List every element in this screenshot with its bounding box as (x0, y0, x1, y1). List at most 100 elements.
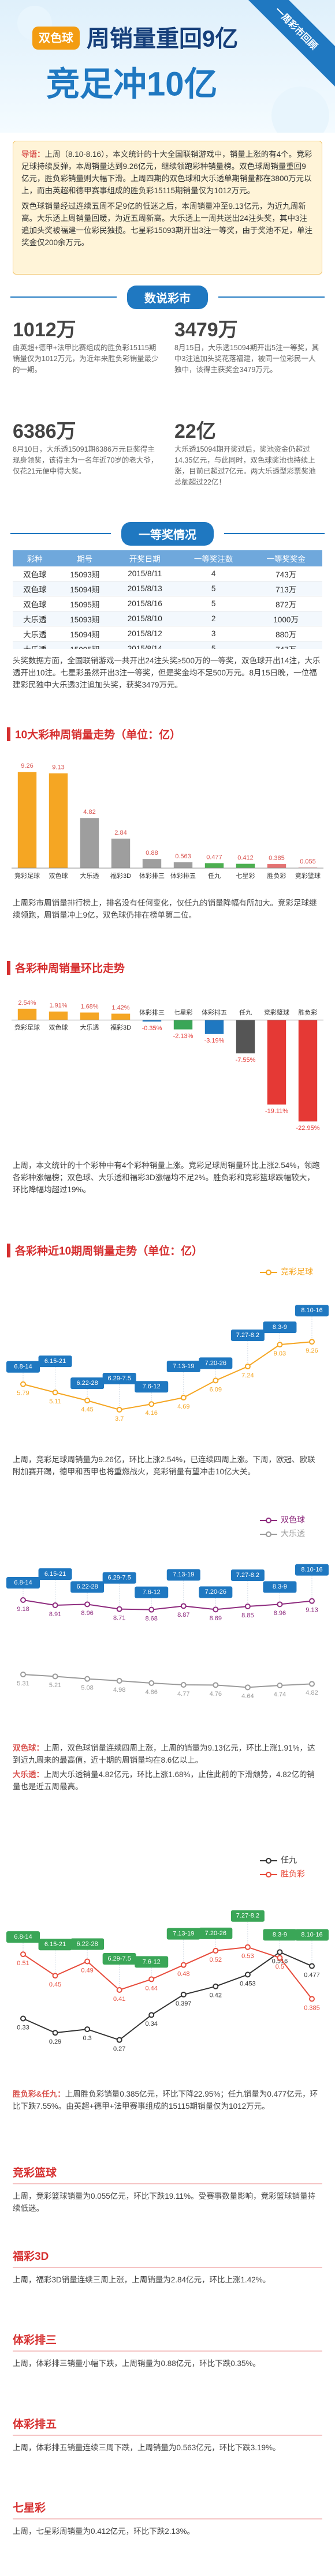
section-title: 竞彩篮球 (13, 2164, 322, 2184)
note: 头奖数据方面，全国联销游戏一共开出24注头奖≥500万的一等奖，双色球开出14注… (13, 656, 321, 689)
chart: 6.8-14 6.15-21 6.22-28 6.29-7.5 7.6-12 7.13-1… (6, 1267, 329, 1422)
category-label: 8.10-16 (301, 1567, 322, 1574)
category-label: 6.22-28 (76, 1583, 98, 1590)
point (309, 1996, 315, 2002)
point (20, 1597, 26, 1603)
table-cell: 15094期 (57, 626, 113, 641)
chart: 2.54% 竞彩足球 1.91% 双色球 1.68% 大乐透 1.42% 福彩3D -0.35%… (12, 1000, 323, 1132)
note-label: 大乐透： (13, 1770, 44, 1779)
point (213, 1947, 219, 1954)
bar (17, 772, 37, 868)
bar (49, 1011, 68, 1020)
category-box (135, 1956, 169, 1968)
category-label: 体彩排五 (170, 872, 196, 880)
value-label: 1.68% (80, 1003, 98, 1010)
line (23, 1341, 312, 1411)
stat: 1012万由英超+德甲+法甲比赛组成的胜负彩15115期销量仅为1012万元，为… (13, 317, 161, 412)
chart: 9.26 竞彩足球 9.13 双色球 4.82 大乐透 2.84 福彩3D 0.88 体彩排三 0.… (12, 763, 323, 880)
table-header-cell: 彩种 (13, 550, 57, 566)
section-title: 体彩排五 (13, 2416, 322, 2436)
bar (80, 1012, 99, 1020)
value-label: 5.31 (17, 1680, 29, 1687)
bar (111, 1013, 131, 1020)
point (84, 1398, 91, 1404)
stat-text: 由英超+德甲+法甲比赛组成的胜负彩15115期销量仅为1012万元，为近年来胜负… (13, 344, 159, 374)
stat: 6386万 8月10日，大乐透15091期6386万元巨奖得主现身领奖，该得主为一… (13, 419, 161, 513)
category-label: 6.8-14 (14, 1364, 32, 1370)
table-cell: 5 (177, 581, 250, 596)
category-label: 6.8-14 (14, 1579, 32, 1586)
stat-number: 1012万 (13, 319, 76, 341)
value-label: 5.21 (49, 1682, 61, 1689)
category-label: 6.15-21 (44, 1358, 66, 1365)
legend-marker (266, 1858, 271, 1864)
legend-label: 双色球 (281, 1515, 305, 1524)
chart-wrap: 9.26 竞彩足球 9.13 双色球 4.82 大乐透 2.84 福彩3D 0.88 体彩排三 0.… (0, 747, 335, 891)
title-line2: 竞足冲10亿 (46, 65, 218, 103)
table-cell: 747万 (250, 641, 322, 649)
table-cell: 大乐透 (13, 626, 57, 641)
value-label: 1.91% (49, 1002, 67, 1009)
category-label: 7.13-19 (173, 1363, 194, 1370)
point (277, 1601, 283, 1608)
table-cell: 双色球 (13, 596, 57, 611)
point (116, 1987, 122, 1993)
value-label: 2.54% (18, 1000, 36, 1007)
section-title: 福彩3D (13, 2248, 322, 2269)
point (213, 1682, 219, 1688)
value-label: 9.13 (306, 1607, 318, 1614)
category-label: 任九 (239, 1009, 252, 1016)
point (20, 1951, 26, 1958)
value-label: 9.18 (17, 1606, 29, 1613)
category-box (263, 1581, 297, 1593)
category-box (199, 1586, 233, 1598)
point (277, 1955, 283, 1961)
table-header-cell: 期号 (57, 550, 113, 566)
point (277, 1683, 283, 1688)
category-label: 7.13-19 (173, 1571, 194, 1578)
header-art: 双色球 周销量重回9亿 竞足冲10亿 一周彩市回顾 (17, 0, 335, 133)
category-label: 7.27-8.2 (236, 1913, 259, 1920)
stats: 1012万由英超+德甲+法甲比赛组成的胜负彩15115期销量仅为1012万元，为… (0, 311, 335, 519)
chart: 6.8-14 6.15-21 6.22-28 6.29-7.5 7.6-12 7.13-1… (6, 1515, 329, 1700)
value-label: 4.82 (306, 1689, 318, 1696)
value-label: 0.42 (210, 1992, 222, 1999)
point (309, 1598, 315, 1604)
category-label: 竞彩篮球 (295, 872, 321, 880)
bar (236, 1020, 255, 1054)
point (180, 1395, 187, 1401)
category-label: 任九 (208, 872, 221, 880)
category-label: 福彩3D (110, 1023, 131, 1031)
category-label: 竞彩足球 (14, 1023, 40, 1031)
legend-label: 大乐透 (281, 1529, 305, 1538)
point (213, 1983, 219, 1989)
bar (173, 1020, 193, 1030)
value-label: 8.68 (146, 1616, 158, 1623)
value-label: 0.53 (241, 1953, 254, 1960)
category-box (135, 1586, 169, 1598)
section: 竞彩篮球 上周，竞彩篮球销量为0.055亿元，环比下跌19.11%。受赛事数量影响… (0, 2157, 335, 2241)
category-box (263, 1929, 297, 1941)
note-label: 胜负彩&任九： (13, 2090, 65, 2098)
value-label: 0.5 (276, 1963, 284, 1970)
table-cell: 3 (177, 626, 250, 641)
category-box (135, 1381, 169, 1393)
value-label: 0.563 (175, 853, 191, 860)
category-label: 大乐透 (80, 872, 99, 880)
legend-marker (266, 1531, 271, 1537)
bottom-sections: 竞彩篮球 上周，竞彩篮球销量为0.055亿元，环比下跌19.11%。受赛事数量影响… (0, 2157, 335, 2576)
bar (80, 818, 99, 868)
point (52, 2030, 58, 2036)
legend-marker (266, 1270, 271, 1275)
category-label: 7.20-26 (205, 1360, 226, 1366)
value-label: 9.13 (52, 764, 64, 771)
section-title: 七星彩 (13, 2499, 322, 2519)
table: 彩种 期号 开奖日期 一等奖注数 一等奖奖金 双色球 15093期 2015/8/11 4 743… (13, 550, 322, 649)
category-label: 6.8-14 (14, 1933, 32, 1940)
point (309, 1339, 315, 1345)
section-text: 上周，体彩排三销量小幅下跌，上周销量为0.88亿元，环比下跌0.35%。 (13, 2359, 261, 2368)
note: 上周彩市周销量排行榜上，排名没有任何变化，仅任九的销量降幅有所加大。竞彩足球继续… (13, 899, 317, 919)
section-text: 上周，体彩排五销量连续三周下跌，上周销量为0.563亿元，环比下跌3.19%。 (13, 2443, 281, 2452)
value-label: 4.82 (83, 809, 95, 816)
badge: 双色球 (39, 31, 74, 44)
